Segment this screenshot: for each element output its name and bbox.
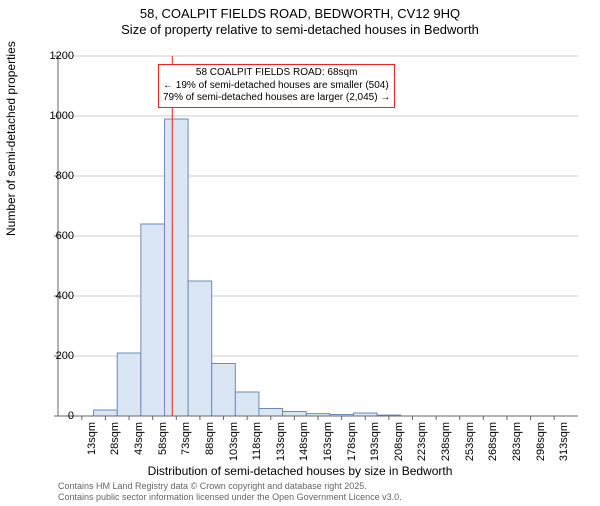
x-tick-label: 103sqm (228, 422, 240, 461)
histogram-bar (235, 392, 259, 416)
footer-line2: Contains public sector information licen… (58, 492, 402, 503)
x-tick-label: 298sqm (535, 422, 547, 461)
y-tick-label: 600 (56, 230, 74, 242)
x-tick-label: 253sqm (464, 422, 476, 461)
x-tick-label: 133sqm (275, 422, 287, 461)
x-tick-label: 178sqm (346, 422, 358, 461)
histogram-bar (117, 353, 141, 416)
x-tick-label: 58sqm (157, 422, 169, 455)
x-tick-label: 43sqm (133, 422, 145, 455)
chart-subtitle: Size of property relative to semi-detach… (0, 22, 600, 37)
x-tick-label: 13sqm (86, 422, 98, 455)
chart-area: 58 COALPIT FIELDS ROAD: 68sqm ← 19% of s… (58, 56, 578, 416)
x-tick-label: 148sqm (298, 422, 310, 461)
y-tick-label: 1000 (50, 110, 74, 122)
x-axis-label: Distribution of semi-detached houses by … (0, 464, 600, 478)
histogram-bar (164, 119, 188, 416)
histogram-bar (188, 281, 212, 416)
footer-line1: Contains HM Land Registry data © Crown c… (58, 481, 402, 492)
x-tick-label: 283sqm (511, 422, 523, 461)
y-tick-label: 400 (56, 290, 74, 302)
chart-title: 58, COALPIT FIELDS ROAD, BEDWORTH, CV12 … (0, 6, 600, 21)
x-tick-label: 208sqm (393, 422, 405, 461)
x-tick-label: 223sqm (416, 422, 428, 461)
x-tick-label: 313sqm (558, 422, 570, 461)
x-tick-label: 193sqm (369, 422, 381, 461)
y-tick-label: 200 (56, 350, 74, 362)
histogram-bar (212, 364, 236, 417)
x-tick-label: 88sqm (204, 422, 216, 455)
annotation-line2: ← 19% of semi-detached houses are smalle… (163, 80, 390, 93)
y-tick-label: 800 (56, 170, 74, 182)
y-tick-label: 0 (68, 410, 74, 422)
x-tick-label: 28sqm (109, 422, 121, 455)
y-tick-label: 1200 (50, 50, 74, 62)
x-tick-label: 73sqm (180, 422, 192, 455)
annotation-line3: 79% of semi-detached houses are larger (… (163, 92, 390, 105)
x-tick-label: 163sqm (322, 422, 334, 461)
histogram-bar (94, 410, 118, 416)
histogram-bar (259, 409, 283, 417)
histogram-bar (283, 412, 307, 417)
y-axis-label: Number of semi-detached properties (4, 41, 18, 236)
histogram-plot (58, 56, 578, 416)
annotation-line1: 58 COALPIT FIELDS ROAD: 68sqm (163, 67, 390, 80)
x-tick-label: 118sqm (251, 422, 263, 460)
x-tick-label: 238sqm (440, 422, 452, 461)
histogram-bar (141, 224, 165, 416)
x-tick-label: 268sqm (487, 422, 499, 461)
annotation-box: 58 COALPIT FIELDS ROAD: 68sqm ← 19% of s… (158, 64, 395, 108)
